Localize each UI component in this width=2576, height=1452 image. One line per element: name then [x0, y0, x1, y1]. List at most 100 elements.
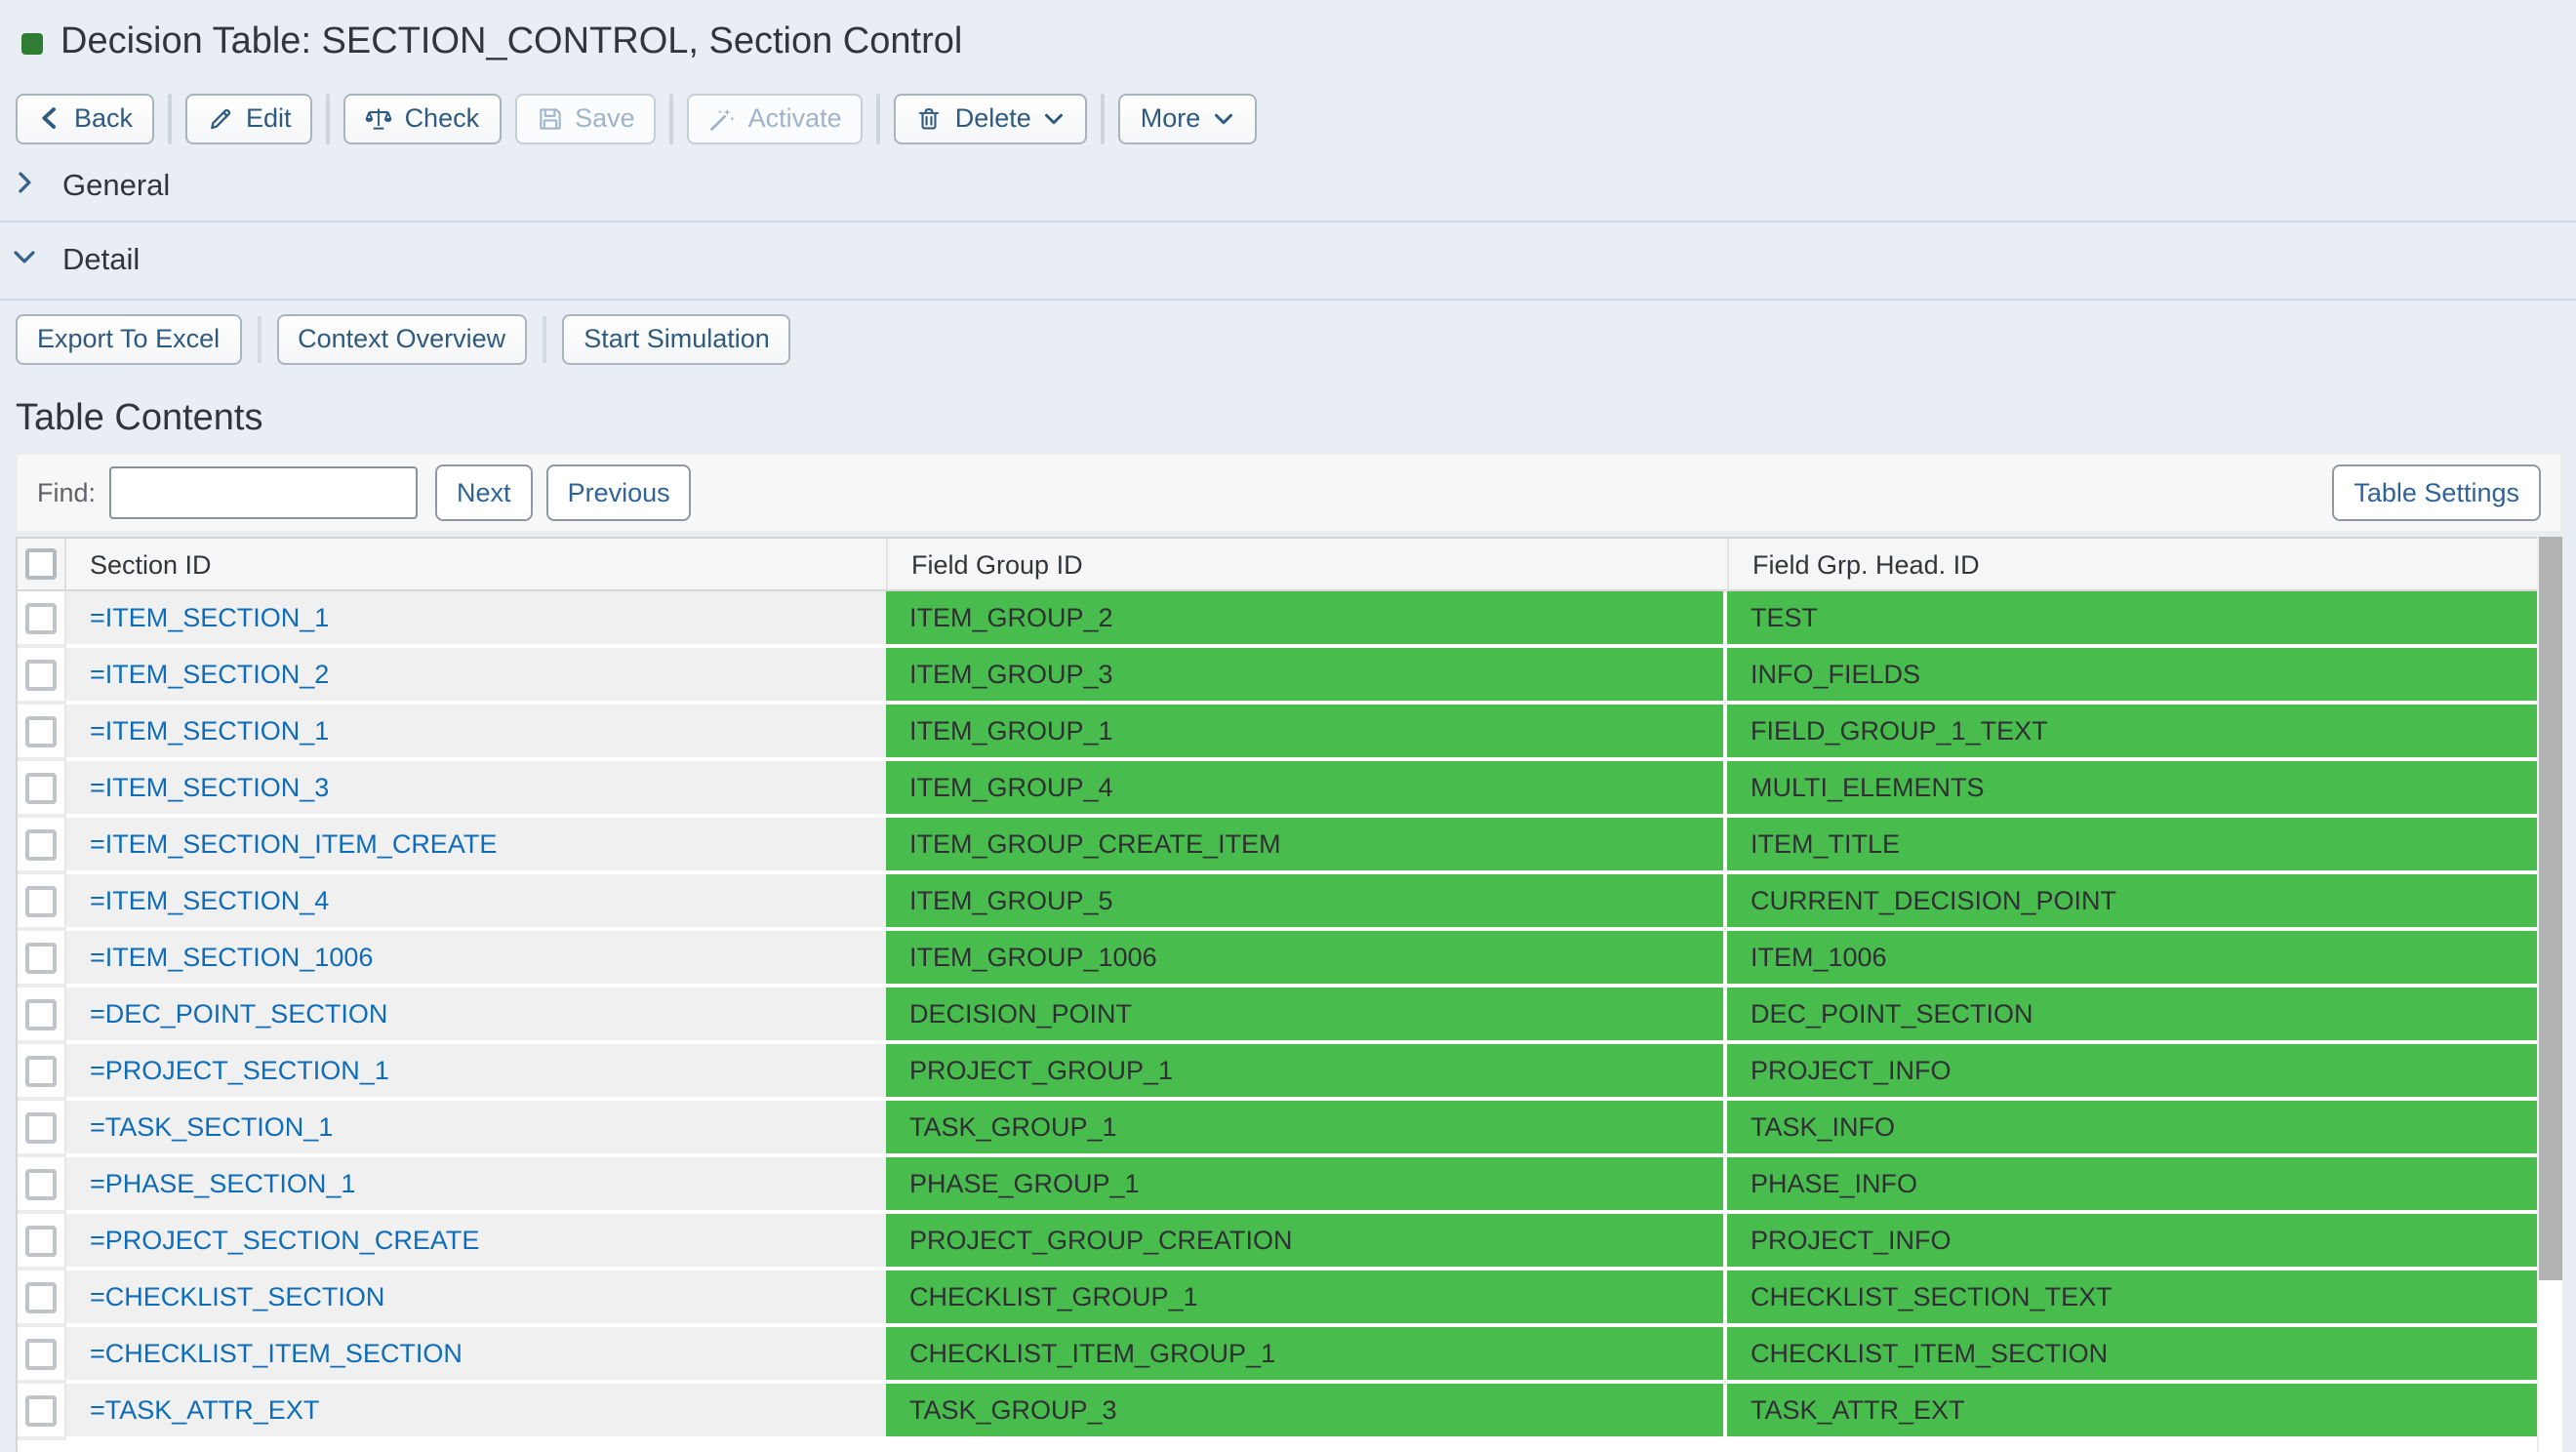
- field-group-id-cell[interactable]: TASK_GROUP_3: [886, 1384, 1727, 1440]
- field-group-id-cell[interactable]: ITEM_GROUP_2: [886, 591, 1727, 648]
- context-overview-label: Context Overview: [298, 324, 506, 354]
- field-grp-head-id-cell[interactable]: CURRENT_DECISION_POINT: [1727, 874, 2539, 931]
- row-checkbox[interactable]: [25, 715, 57, 746]
- section-id-link[interactable]: =ITEM_SECTION_3: [90, 773, 330, 802]
- section-id-link[interactable]: =PHASE_SECTION_1: [90, 1169, 356, 1198]
- table-row: =ITEM_SECTION_1 ITEM_GROUP_1 FIELD_GROUP…: [18, 705, 2539, 761]
- column-header-field-group-id[interactable]: Field Group ID: [888, 539, 1729, 589]
- field-grp-head-id-cell[interactable]: TASK_ATTR_EXT: [1727, 1384, 2539, 1440]
- activate-button[interactable]: Activate: [687, 93, 864, 143]
- table-settings-button[interactable]: Table Settings: [2332, 464, 2541, 521]
- edit-button[interactable]: Edit: [185, 93, 313, 143]
- field-group-id-cell[interactable]: DECISION_POINT: [886, 988, 1727, 1044]
- row-checkbox[interactable]: [25, 1055, 57, 1086]
- field-group-id-cell[interactable]: PROJECT_GROUP_CREATION: [886, 1214, 1727, 1270]
- row-checkbox[interactable]: [25, 1225, 57, 1256]
- more-button[interactable]: More: [1118, 93, 1258, 143]
- toolbar-separator: [876, 93, 881, 143]
- field-group-id-cell[interactable]: ITEM_GROUP_CREATE_ITEM: [886, 818, 1727, 874]
- row-checkbox[interactable]: [25, 885, 57, 916]
- field-grp-head-id-cell[interactable]: ITEM_TITLE: [1727, 818, 2539, 874]
- back-button[interactable]: Back: [16, 93, 155, 143]
- field-grp-head-id-cell[interactable]: TEST: [1727, 591, 2539, 648]
- section-id-link[interactable]: =ITEM_SECTION_ITEM_CREATE: [90, 829, 498, 859]
- row-checkbox[interactable]: [25, 1338, 57, 1369]
- table-header-row: Section ID Field Group ID Field Grp. Hea…: [18, 537, 2539, 591]
- section-id-link[interactable]: =PROJECT_SECTION_CREATE: [90, 1226, 480, 1255]
- row-checkbox[interactable]: [25, 1394, 57, 1426]
- table-row: =CHECKLIST_ITEM_SECTION CHECKLIST_ITEM_G…: [18, 1327, 2539, 1384]
- field-group-id-cell[interactable]: CHECKLIST_GROUP_1: [886, 1270, 1727, 1327]
- field-grp-head-id-cell[interactable]: TASK_INFO: [1727, 1101, 2539, 1157]
- section-id-cell: =TASK_ATTR_EXT: [66, 1384, 886, 1440]
- scrollbar-thumb[interactable]: [2539, 537, 2562, 1280]
- field-group-id-cell[interactable]: ITEM_GROUP_3: [886, 648, 1727, 705]
- start-simulation-button[interactable]: Start Simulation: [562, 314, 791, 365]
- chevron-down-icon: [1212, 106, 1235, 130]
- table-contents-heading: Table Contents: [16, 398, 263, 439]
- section-id-link[interactable]: =CHECKLIST_SECTION: [90, 1282, 385, 1311]
- row-select-cell: [18, 1327, 66, 1384]
- section-id-cell: =PROJECT_SECTION_1: [66, 1044, 886, 1101]
- select-all-checkbox[interactable]: [25, 548, 57, 580]
- check-button[interactable]: Check: [343, 93, 502, 143]
- field-group-id-cell[interactable]: PHASE_GROUP_1: [886, 1157, 1727, 1214]
- section-id-link[interactable]: =ITEM_SECTION_1: [90, 603, 330, 632]
- field-grp-head-id-cell[interactable]: FIELD_GROUP_1_TEXT: [1727, 705, 2539, 761]
- row-checkbox[interactable]: [25, 602, 57, 633]
- field-grp-head-id-cell[interactable]: INFO_FIELDS: [1727, 648, 2539, 705]
- row-checkbox[interactable]: [25, 1111, 57, 1143]
- field-group-id-cell[interactable]: ITEM_GROUP_5: [886, 874, 1727, 931]
- row-select-cell: [18, 988, 66, 1044]
- find-previous-button[interactable]: Previous: [545, 464, 692, 521]
- row-checkbox[interactable]: [25, 1281, 57, 1312]
- column-header-field-grp-head-id[interactable]: Field Grp. Head. ID: [1752, 549, 1980, 579]
- field-grp-head-id-cell[interactable]: PHASE_INFO: [1727, 1157, 2539, 1214]
- section-general-toggle[interactable]: General: [0, 154, 2576, 221]
- field-grp-head-id-cell[interactable]: PROJECT_INFO: [1727, 1214, 2539, 1270]
- delete-button[interactable]: Delete: [894, 93, 1088, 143]
- field-grp-head-id-cell[interactable]: PROJECT_INFO: [1727, 1044, 2539, 1101]
- field-group-id-cell[interactable]: PROJECT_GROUP_1: [886, 1044, 1727, 1101]
- row-checkbox[interactable]: [25, 772, 57, 803]
- field-grp-head-id-cell[interactable]: CHECKLIST_ITEM_SECTION: [1727, 1327, 2539, 1384]
- column-header-section-id[interactable]: Section ID: [66, 539, 888, 589]
- row-checkbox[interactable]: [25, 659, 57, 690]
- field-grp-head-id-cell[interactable]: DEC_POINT_SECTION: [1727, 988, 2539, 1044]
- section-id-link[interactable]: =ITEM_SECTION_1006: [90, 943, 374, 972]
- section-detail-toggle[interactable]: Detail: [0, 222, 2576, 299]
- section-id-link[interactable]: =ITEM_SECTION_2: [90, 660, 330, 689]
- field-group-id-cell[interactable]: ITEM_GROUP_4: [886, 761, 1727, 818]
- section-id-cell: =ITEM_SECTION_2: [66, 648, 886, 705]
- section-id-link[interactable]: =ITEM_SECTION_1: [90, 716, 330, 746]
- field-group-id-cell[interactable]: ITEM_GROUP_1: [886, 705, 1727, 761]
- row-checkbox[interactable]: [25, 942, 57, 973]
- section-id-link[interactable]: =CHECKLIST_ITEM_SECTION: [90, 1339, 463, 1368]
- row-checkbox[interactable]: [25, 828, 57, 860]
- context-overview-button[interactable]: Context Overview: [276, 314, 528, 365]
- find-next-button[interactable]: Next: [435, 464, 533, 521]
- section-id-cell: =DEC_POINT_SECTION: [66, 988, 886, 1044]
- find-label: Find:: [37, 478, 97, 507]
- find-input[interactable]: [109, 466, 419, 519]
- section-id-link[interactable]: =DEC_POINT_SECTION: [90, 999, 388, 1028]
- table-row: =ITEM_SECTION_1 ITEM_GROUP_2 TEST: [18, 591, 2539, 648]
- field-grp-head-id-cell[interactable]: ITEM_1006: [1727, 931, 2539, 988]
- table-scrollbar[interactable]: [2537, 537, 2562, 1452]
- start-simulation-label: Start Simulation: [584, 324, 770, 354]
- field-group-id-cell[interactable]: TASK_GROUP_1: [886, 1101, 1727, 1157]
- save-button[interactable]: Save: [514, 93, 657, 143]
- field-grp-head-id-cell[interactable]: MULTI_ELEMENTS: [1727, 761, 2539, 818]
- export-to-excel-button[interactable]: Export To Excel: [16, 314, 242, 365]
- field-group-id-cell[interactable]: ITEM_GROUP_1006: [886, 931, 1727, 988]
- table-row: =ITEM_SECTION_4 ITEM_GROUP_5 CURRENT_DEC…: [18, 874, 2539, 931]
- section-id-link[interactable]: =TASK_SECTION_1: [90, 1112, 334, 1142]
- row-checkbox[interactable]: [25, 998, 57, 1029]
- section-id-link[interactable]: =ITEM_SECTION_4: [90, 886, 330, 915]
- section-id-link[interactable]: =PROJECT_SECTION_1: [90, 1056, 389, 1085]
- detail-toolbar: Export To Excel Context Overview Start S…: [0, 314, 2576, 365]
- field-group-id-cell[interactable]: CHECKLIST_ITEM_GROUP_1: [886, 1327, 1727, 1384]
- row-checkbox[interactable]: [25, 1168, 57, 1199]
- section-id-link[interactable]: =TASK_ATTR_EXT: [90, 1395, 320, 1425]
- field-grp-head-id-cell[interactable]: CHECKLIST_SECTION_TEXT: [1727, 1270, 2539, 1327]
